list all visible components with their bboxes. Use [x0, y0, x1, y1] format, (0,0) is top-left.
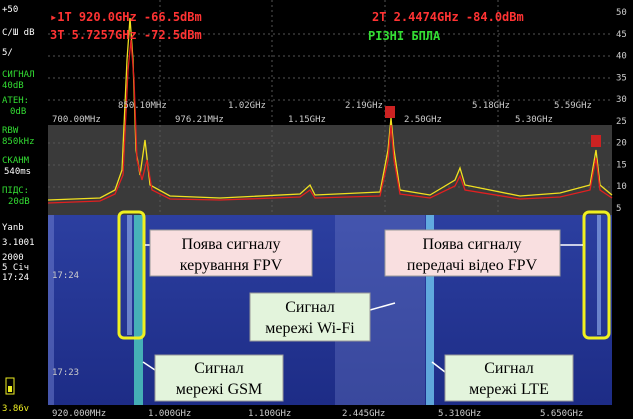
date: 5 Січ [2, 263, 29, 273]
annotation-text: передачі відео FPV [407, 257, 538, 274]
freq-label: 2.19GHz [345, 101, 383, 111]
bottom-axis-label: 5.310GHz [438, 409, 481, 419]
time: 17:24 [2, 273, 29, 283]
annotation-text: мережі LTE [469, 381, 549, 398]
freq-label: 5.30GHz [515, 115, 553, 125]
ref-level: +50 [2, 5, 18, 15]
annotation-text: Сигнал [194, 360, 244, 377]
rbw-label: RBW [2, 126, 19, 136]
sweep-value: 540ms [4, 167, 31, 177]
battery-level [8, 386, 12, 392]
scale-label: 15 [616, 160, 627, 170]
screenshot: +50 С/Ш dB 5/ СИГНАЛ 40dB АТЕН: 0dB RBW … [0, 0, 633, 419]
bottom-axis-label: 1.100GHz [248, 409, 291, 419]
scale-label: 20 [616, 139, 627, 149]
annotation-text: керування FPV [180, 257, 283, 274]
freq-label: 5.59GHz [554, 101, 592, 111]
year: 2000 [2, 253, 24, 263]
bottom-axis-label: 920.000MHz [52, 409, 106, 419]
scale-label: 10 [616, 182, 627, 192]
scale-unit: С/Ш dB [2, 28, 35, 38]
annotation-gsm: Сигнал мережі GSM [155, 355, 283, 401]
freq-label: 1.15GHz [288, 115, 326, 125]
annotation-text: мережі Wi-Fi [265, 320, 355, 337]
atten-value: 0dB [10, 107, 26, 117]
gain-value: 20dB [8, 197, 30, 207]
freq-label: 5.18GHz [472, 101, 510, 111]
signal-label: СИГНАЛ [2, 70, 35, 80]
scale-label: 40 [616, 52, 627, 62]
scale-label: 30 [616, 95, 627, 105]
trace-band [48, 125, 612, 215]
scale-div: 5/ [2, 48, 13, 58]
marker-3: 3T 5.7257GHz -72.5dBm [50, 28, 202, 42]
annotation-text: Сигнал [285, 299, 335, 316]
annotation-text: мережі GSM [176, 381, 263, 398]
scale-label: 25 [616, 117, 627, 127]
freq-label: 700.00MHz [52, 115, 101, 125]
signal-value: 40dB [2, 81, 24, 91]
scale-label: 5 [616, 204, 621, 214]
preset: РІЗНІ БПЛА [368, 29, 441, 43]
bottom-axis-label: 5.650GHz [540, 409, 583, 419]
bottom-axis-label: 1.000GHz [148, 409, 191, 419]
freq-label: 2.50GHz [404, 115, 442, 125]
freq-label: 976.21MHz [175, 115, 224, 125]
marker-1: ▸1T 920.0GHz -66.5dBm [50, 10, 202, 24]
gain-label: ПІДС: [2, 186, 29, 196]
scale-label: 35 [616, 73, 627, 83]
annotation-text: Поява сигналу [422, 236, 521, 253]
waterfall-time: 17:24 [52, 271, 79, 281]
atten-label: АТЕН: [2, 96, 29, 106]
rbw-value: 850kHz [2, 137, 35, 147]
waterfall-time: 17:23 [52, 368, 79, 378]
version: 3.1001 [2, 238, 35, 248]
marker-2: 2T 2.4474GHz -84.0dBm [372, 10, 524, 24]
bottom-axis-label: 2.445GHz [342, 409, 385, 419]
sweep-label: СКАНМ [2, 156, 30, 166]
annotation-lte: Сигнал мережі LTE [445, 355, 573, 401]
annotation-wifi: Сигнал мережі Wi-Fi [250, 293, 370, 341]
freq-label: 1.02GHz [228, 101, 266, 111]
mode: Yanb [2, 223, 24, 233]
annotation-text: Сигнал [484, 360, 534, 377]
battery: 3.86v [2, 404, 29, 414]
freq-label: 850.10MHz [118, 101, 167, 111]
scale-label: 50 [616, 8, 627, 18]
scale-label: 45 [616, 30, 627, 40]
annotation-fpv-control: Поява сигналу керування FPV [150, 230, 312, 276]
annotation-fpv-video: Поява сигналу передачі відео FPV [385, 230, 560, 276]
annotation-text: Поява сигналу [181, 236, 280, 253]
